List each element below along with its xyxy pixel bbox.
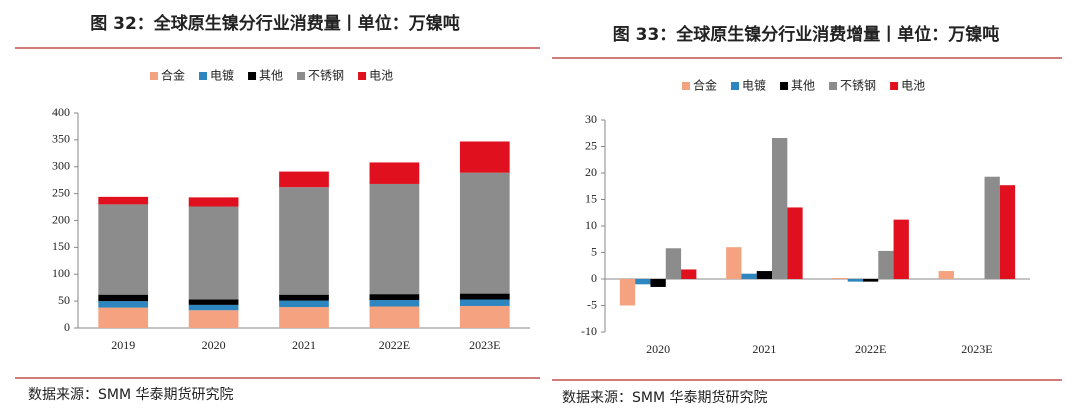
- legend-swatch: [358, 72, 367, 80]
- bar-segment: [188, 299, 239, 305]
- legend-label: 电池: [369, 69, 393, 83]
- bar: [984, 176, 1000, 279]
- bar-segment: [188, 304, 239, 311]
- bar: [999, 185, 1016, 279]
- bar-segment: [369, 183, 420, 295]
- y-tick-label: 5: [591, 244, 597, 258]
- legend-swatch: [780, 82, 789, 90]
- y-tick-label: 20: [585, 165, 597, 179]
- x-tick-label: 2022E: [379, 338, 410, 352]
- bar-segment: [279, 171, 329, 188]
- chart-title: 图 32：全球原生镍分行业消费量丨单位：万镍吨: [90, 13, 460, 34]
- y-tick-label: 50: [58, 293, 70, 307]
- bar: [878, 250, 894, 279]
- bar-segment: [188, 206, 239, 300]
- x-tick-label: 2023E: [469, 338, 500, 352]
- bar: [726, 247, 742, 279]
- y-tick-label: 300: [52, 159, 70, 173]
- bar-segment: [279, 307, 329, 328]
- bar-segment: [98, 294, 149, 302]
- legend-swatch: [150, 72, 158, 80]
- y-tick-label: -5: [587, 297, 597, 311]
- bar-segment: [459, 305, 510, 328]
- legend-label: 不锈钢: [308, 69, 344, 83]
- y-tick-label: 0: [64, 320, 70, 334]
- bar: [893, 219, 909, 279]
- bar-segment: [369, 306, 420, 328]
- legend-swatch: [829, 82, 838, 90]
- legend-label: 电镀: [742, 79, 766, 93]
- x-tick-label: 2021: [752, 342, 776, 356]
- legend-swatch: [297, 72, 306, 80]
- x-tick-label: 2022E: [855, 342, 886, 356]
- bar-segment: [188, 197, 239, 207]
- y-tick-label: 10: [585, 218, 597, 232]
- bar-segment: [279, 294, 329, 301]
- x-tick-label: 2020: [202, 338, 226, 352]
- bar: [635, 279, 651, 285]
- bar-segment: [279, 300, 329, 308]
- bar: [938, 271, 954, 279]
- legend-swatch: [682, 82, 690, 90]
- bar-segment: [459, 172, 510, 294]
- bar: [619, 279, 636, 306]
- bar-segment: [98, 307, 149, 328]
- y-tick-label: 0: [591, 271, 597, 285]
- bar-segment: [279, 187, 329, 295]
- bar: [772, 138, 788, 279]
- y-tick-label: 400: [52, 105, 70, 119]
- y-tick-label: -10: [581, 324, 597, 338]
- legend-label: 不锈钢: [840, 79, 876, 93]
- bar-segment: [98, 204, 149, 295]
- bar-segment: [98, 301, 149, 308]
- y-tick-label: 100: [52, 266, 70, 280]
- bar: [832, 277, 848, 279]
- bar: [650, 279, 666, 287]
- x-tick-label: 2020: [646, 342, 670, 356]
- bar-segment: [369, 294, 420, 301]
- legend-swatch: [731, 82, 740, 90]
- bar: [862, 279, 879, 282]
- y-tick-label: 25: [585, 138, 597, 152]
- bar-segment: [459, 141, 510, 173]
- bar: [756, 271, 773, 279]
- x-tick-label: 2019: [111, 338, 135, 352]
- legend-swatch: [248, 72, 257, 80]
- y-tick-label: 150: [52, 239, 70, 253]
- bar-segment: [188, 310, 239, 328]
- y-tick-label: 15: [585, 191, 597, 205]
- bar-segment: [98, 196, 149, 205]
- legend-label: 电镀: [210, 69, 234, 83]
- bar: [741, 273, 757, 279]
- bar: [847, 279, 863, 282]
- x-tick-label: 2021: [292, 338, 316, 352]
- legend-swatch: [890, 82, 899, 90]
- y-tick-label: 200: [52, 212, 70, 226]
- legend-label: 其他: [791, 79, 815, 93]
- legend-label: 其他: [259, 69, 283, 83]
- bar-segment: [459, 299, 510, 306]
- bar: [681, 269, 697, 279]
- bar-segment: [369, 300, 420, 307]
- bar-segment: [369, 162, 420, 184]
- source-note: 数据来源：SMM 华泰期货研究院: [562, 389, 768, 406]
- source-note: 数据来源：SMM 华泰期货研究院: [28, 386, 234, 403]
- x-tick-label: 2023E: [961, 342, 992, 356]
- bar-segment: [459, 293, 510, 300]
- bar: [665, 248, 682, 279]
- chart-title: 图 33：全球原生镍分行业消费增量丨单位：万镍吨: [613, 24, 1000, 45]
- y-tick-label: 30: [585, 112, 597, 126]
- legend-label: 电池: [901, 79, 925, 93]
- bar: [787, 207, 803, 279]
- y-tick-label: 250: [52, 185, 70, 199]
- legend-label: 合金: [161, 68, 185, 83]
- y-tick-label: 350: [52, 132, 70, 146]
- legend-label: 合金: [693, 78, 717, 93]
- legend-swatch: [199, 72, 208, 80]
